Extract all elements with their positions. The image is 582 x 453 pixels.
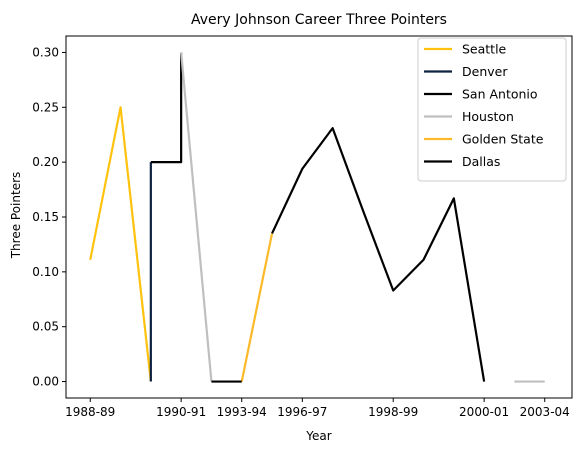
y-tick-label: 0.30	[32, 45, 59, 59]
legend-entry: Seattle	[462, 42, 507, 57]
x-tick-label: 1988-89	[65, 405, 115, 419]
x-tick-label: 1993-94	[217, 405, 267, 419]
y-axis-label: Three Pointers	[9, 172, 23, 260]
legend-entry: Golden State	[462, 132, 544, 147]
legend-entry: Denver	[462, 64, 508, 79]
y-tick-label: 0.10	[32, 265, 59, 279]
legend-entry: Dallas	[462, 154, 500, 169]
y-tick-label: 0.25	[32, 100, 59, 114]
x-tick-label: 1998-99	[368, 405, 418, 419]
legend-entry: Houston	[462, 109, 514, 124]
x-tick-label: 1990-91	[156, 405, 206, 419]
y-tick-label: 0.20	[32, 155, 59, 169]
x-tick-label: 2003-04	[520, 405, 570, 419]
y-tick-label: 0.15	[32, 210, 59, 224]
legend-entry: San Antonio	[462, 87, 538, 102]
y-tick-label: 0.05	[32, 320, 59, 334]
x-tick-label: 2000-01	[459, 405, 509, 419]
legend: Seattle Denver San Antonio Houston Golden St…	[418, 38, 566, 181]
x-tick-label: 1996-97	[277, 405, 327, 419]
x-axis-label: Year	[305, 429, 331, 443]
chart-title: Avery Johnson Career Three Pointers	[191, 12, 447, 28]
y-tick-label: 0.00	[32, 375, 59, 389]
